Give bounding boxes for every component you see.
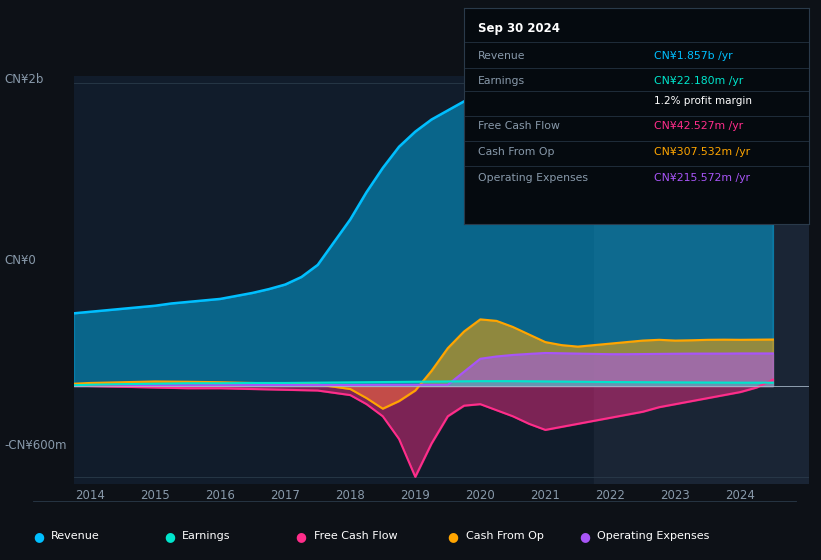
Text: Free Cash Flow: Free Cash Flow	[478, 121, 560, 131]
Text: Revenue: Revenue	[478, 51, 525, 61]
Text: CN¥307.532m /yr: CN¥307.532m /yr	[654, 147, 750, 157]
Text: ●: ●	[296, 530, 306, 543]
Text: CN¥42.527m /yr: CN¥42.527m /yr	[654, 121, 743, 131]
Text: Earnings: Earnings	[182, 531, 231, 542]
Text: -CN¥600m: -CN¥600m	[4, 438, 67, 452]
Text: Free Cash Flow: Free Cash Flow	[314, 531, 397, 542]
Text: Cash From Op: Cash From Op	[478, 147, 554, 157]
Text: CN¥0: CN¥0	[4, 254, 36, 267]
Text: ●: ●	[164, 530, 175, 543]
Text: Operating Expenses: Operating Expenses	[478, 172, 588, 183]
Text: Cash From Op: Cash From Op	[466, 531, 544, 542]
Text: 1.2% profit margin: 1.2% profit margin	[654, 96, 751, 106]
Bar	[594, 76, 821, 484]
Text: CN¥2b: CN¥2b	[4, 73, 44, 86]
Text: Earnings: Earnings	[478, 76, 525, 86]
Text: CN¥1.857b /yr: CN¥1.857b /yr	[654, 51, 732, 61]
Text: Sep 30 2024: Sep 30 2024	[478, 22, 560, 35]
Text: CN¥215.572m /yr: CN¥215.572m /yr	[654, 172, 750, 183]
Text: ●: ●	[579, 530, 589, 543]
Text: ●: ●	[447, 530, 458, 543]
Text: CN¥22.180m /yr: CN¥22.180m /yr	[654, 76, 743, 86]
Text: ●: ●	[33, 530, 44, 543]
Text: Operating Expenses: Operating Expenses	[597, 531, 709, 542]
Text: Revenue: Revenue	[51, 531, 99, 542]
